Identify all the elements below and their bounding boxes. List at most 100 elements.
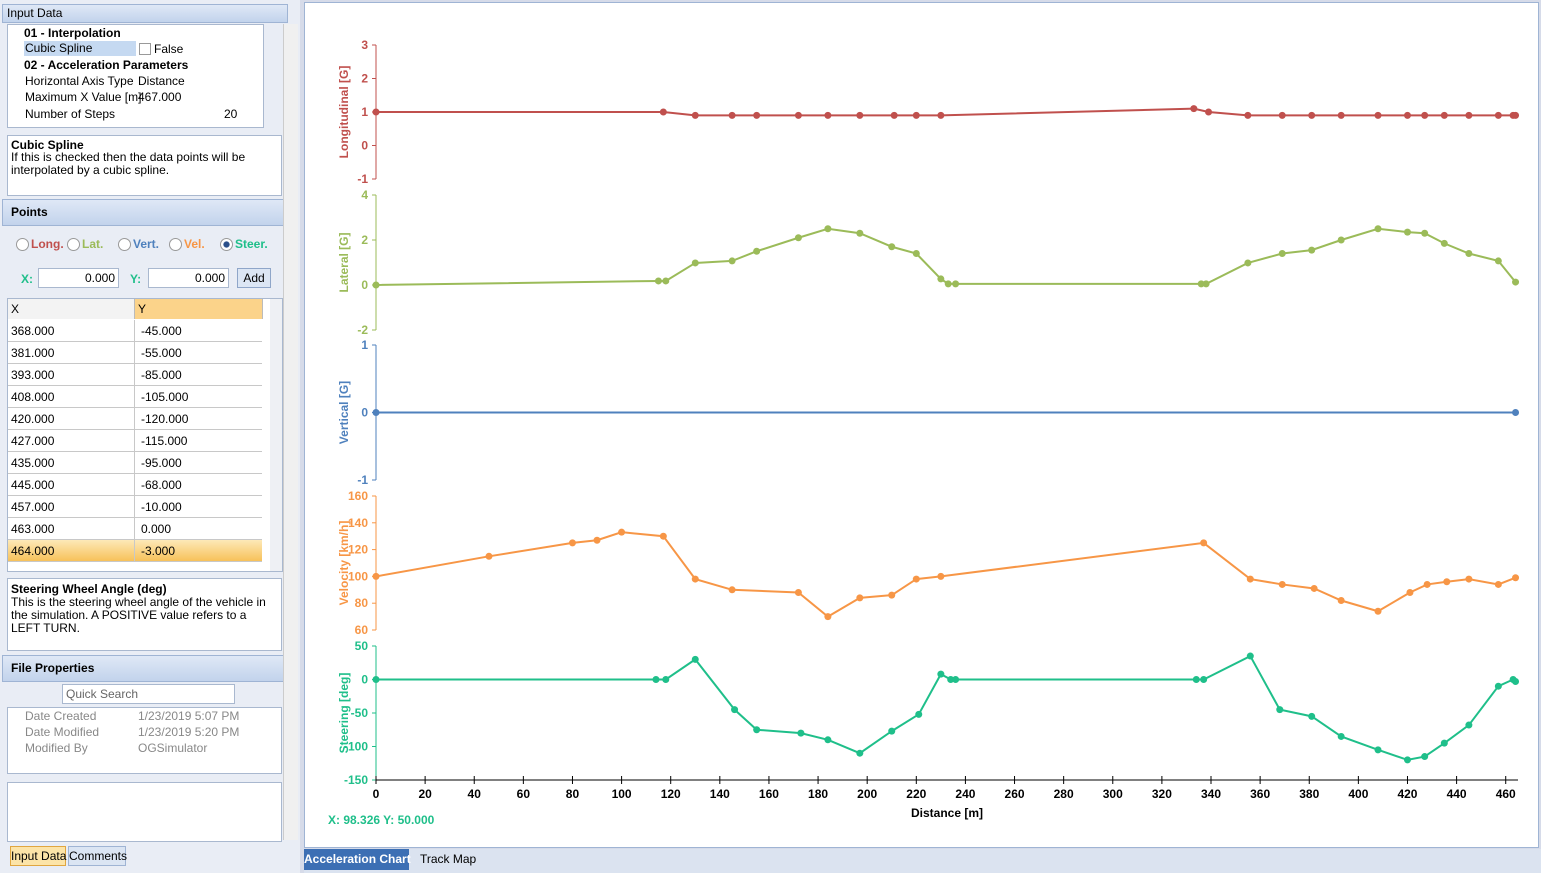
data-point <box>1421 753 1429 761</box>
data-point <box>1494 682 1502 690</box>
data-point <box>937 572 945 580</box>
table-row[interactable]: 463.000 0.000 <box>8 518 262 540</box>
cell: 463.000 <box>11 522 55 536</box>
cell: -55.000 <box>141 346 182 360</box>
scrollbar[interactable] <box>283 24 298 840</box>
y-tick-label: 0 <box>361 673 368 687</box>
prop-value[interactable]: 20 <box>224 107 238 121</box>
y-tick-label: 2 <box>361 233 368 247</box>
data-point <box>915 710 923 718</box>
description-box: Steering Wheel Angle (deg) This is the s… <box>7 578 282 651</box>
table-row[interactable]: 381.000 -55.000 <box>8 342 262 364</box>
table-row[interactable]: 464.000 -3.000 <box>8 540 262 562</box>
y-axis-title: Steering [deg] <box>337 673 351 754</box>
y-tick-label: 50 <box>355 639 369 653</box>
y-tick-label: 4 <box>361 188 368 202</box>
data-point <box>1374 607 1382 615</box>
tab[interactable]: Comments <box>68 846 127 866</box>
cell: -105.000 <box>141 390 189 404</box>
table-row[interactable]: 435.000 -95.000 <box>8 452 262 474</box>
data-point <box>912 111 920 119</box>
radio[interactable] <box>169 238 182 251</box>
cell: 464.000 <box>11 544 55 558</box>
data-point <box>1403 756 1411 764</box>
tab[interactable]: Track Map <box>420 852 477 866</box>
data-point <box>753 247 761 255</box>
y-axis-title: Longitudinal [G] <box>337 66 351 159</box>
file-grid <box>7 707 282 774</box>
y-tick-label: 1 <box>361 105 368 119</box>
prop-value: 1/23/2019 5:07 PM <box>138 709 240 723</box>
data-point <box>890 111 898 119</box>
radio-label: Vel. <box>184 237 205 251</box>
table-row[interactable]: 445.000 -68.000 <box>8 474 262 496</box>
x-label: X: <box>21 272 33 286</box>
cell: -95.000 <box>141 456 182 470</box>
table-row[interactable]: 427.000 -115.000 <box>8 430 262 452</box>
table-row[interactable]: 368.000 -45.000 <box>8 320 262 342</box>
data-point <box>794 111 802 119</box>
prop-value[interactable]: 467.000 <box>138 90 182 104</box>
cell-divider <box>134 342 135 363</box>
section[interactable]: 02 - Acceleration Parameters <box>24 58 189 72</box>
data-point <box>1244 259 1252 267</box>
x-tick-label: 200 <box>857 787 877 801</box>
data-point <box>1465 111 1473 119</box>
series-line <box>376 107 1516 117</box>
cell-divider <box>134 386 135 407</box>
data-point <box>691 111 699 119</box>
y-tick-label: 0 <box>361 139 368 153</box>
cell: -45.000 <box>141 324 182 338</box>
table-row[interactable]: 408.000 -105.000 <box>8 386 262 408</box>
data-point <box>1308 111 1316 119</box>
x-tick-label: 460 <box>1496 787 1516 801</box>
table-row[interactable]: 420.000 -120.000 <box>8 408 262 430</box>
x-input[interactable]: 0.000 <box>38 268 119 288</box>
cell: -120.000 <box>141 412 189 426</box>
data-point <box>1374 225 1382 233</box>
y-tick-label: -2 <box>357 323 368 337</box>
radio-group: Long. Lat. Vert. Vel. Steer. <box>16 236 278 254</box>
prop-value[interactable]: Distance <box>138 74 185 88</box>
data-point <box>856 229 864 237</box>
data-point <box>856 749 864 757</box>
section[interactable]: 01 - Interpolation <box>24 26 121 40</box>
data-point <box>1192 676 1200 683</box>
y-tick-label: 2 <box>361 72 368 86</box>
data-point <box>372 572 380 580</box>
data-point <box>912 250 920 257</box>
prop-label: Number of Steps <box>25 107 116 121</box>
data-point <box>1337 236 1345 244</box>
radio-label: Lat. <box>82 237 104 251</box>
data-point <box>1403 228 1411 236</box>
table-row[interactable]: 393.000 -85.000 <box>8 364 262 386</box>
desc-title: Steering Wheel Angle (deg) <box>11 582 167 596</box>
radio[interactable] <box>220 238 233 251</box>
prop-label[interactable]: Cubic Spline <box>24 41 136 56</box>
y-tick-label: 3 <box>361 38 368 52</box>
cell: -10.000 <box>141 500 182 514</box>
radio[interactable] <box>118 238 131 251</box>
table-row[interactable]: 457.000 -10.000 <box>8 496 262 518</box>
tab[interactable]: Input Data <box>10 846 66 866</box>
x-tick-label: 340 <box>1201 787 1221 801</box>
quick-search[interactable]: Quick Search <box>62 684 235 704</box>
y-axis-title: Vertical [G] <box>337 381 351 444</box>
scrollbar[interactable] <box>270 299 282 571</box>
add-button[interactable]: Add <box>237 268 271 288</box>
data-point <box>1512 574 1520 582</box>
cell-divider <box>134 364 135 385</box>
series-line <box>375 531 1516 618</box>
cell: 0.000 <box>141 522 172 536</box>
checkbox[interactable] <box>139 43 151 55</box>
x-tick-label: 100 <box>612 787 632 801</box>
y-input[interactable]: 0.000 <box>148 268 229 288</box>
cell: -115.000 <box>141 434 188 448</box>
radio[interactable] <box>67 238 80 251</box>
data-point <box>372 676 380 683</box>
data-point <box>1440 239 1448 247</box>
y-tick-label: 120 <box>348 543 368 557</box>
tab[interactable]: Acceleration Chart <box>304 849 411 870</box>
cell-divider <box>134 474 135 495</box>
radio[interactable] <box>16 238 29 251</box>
